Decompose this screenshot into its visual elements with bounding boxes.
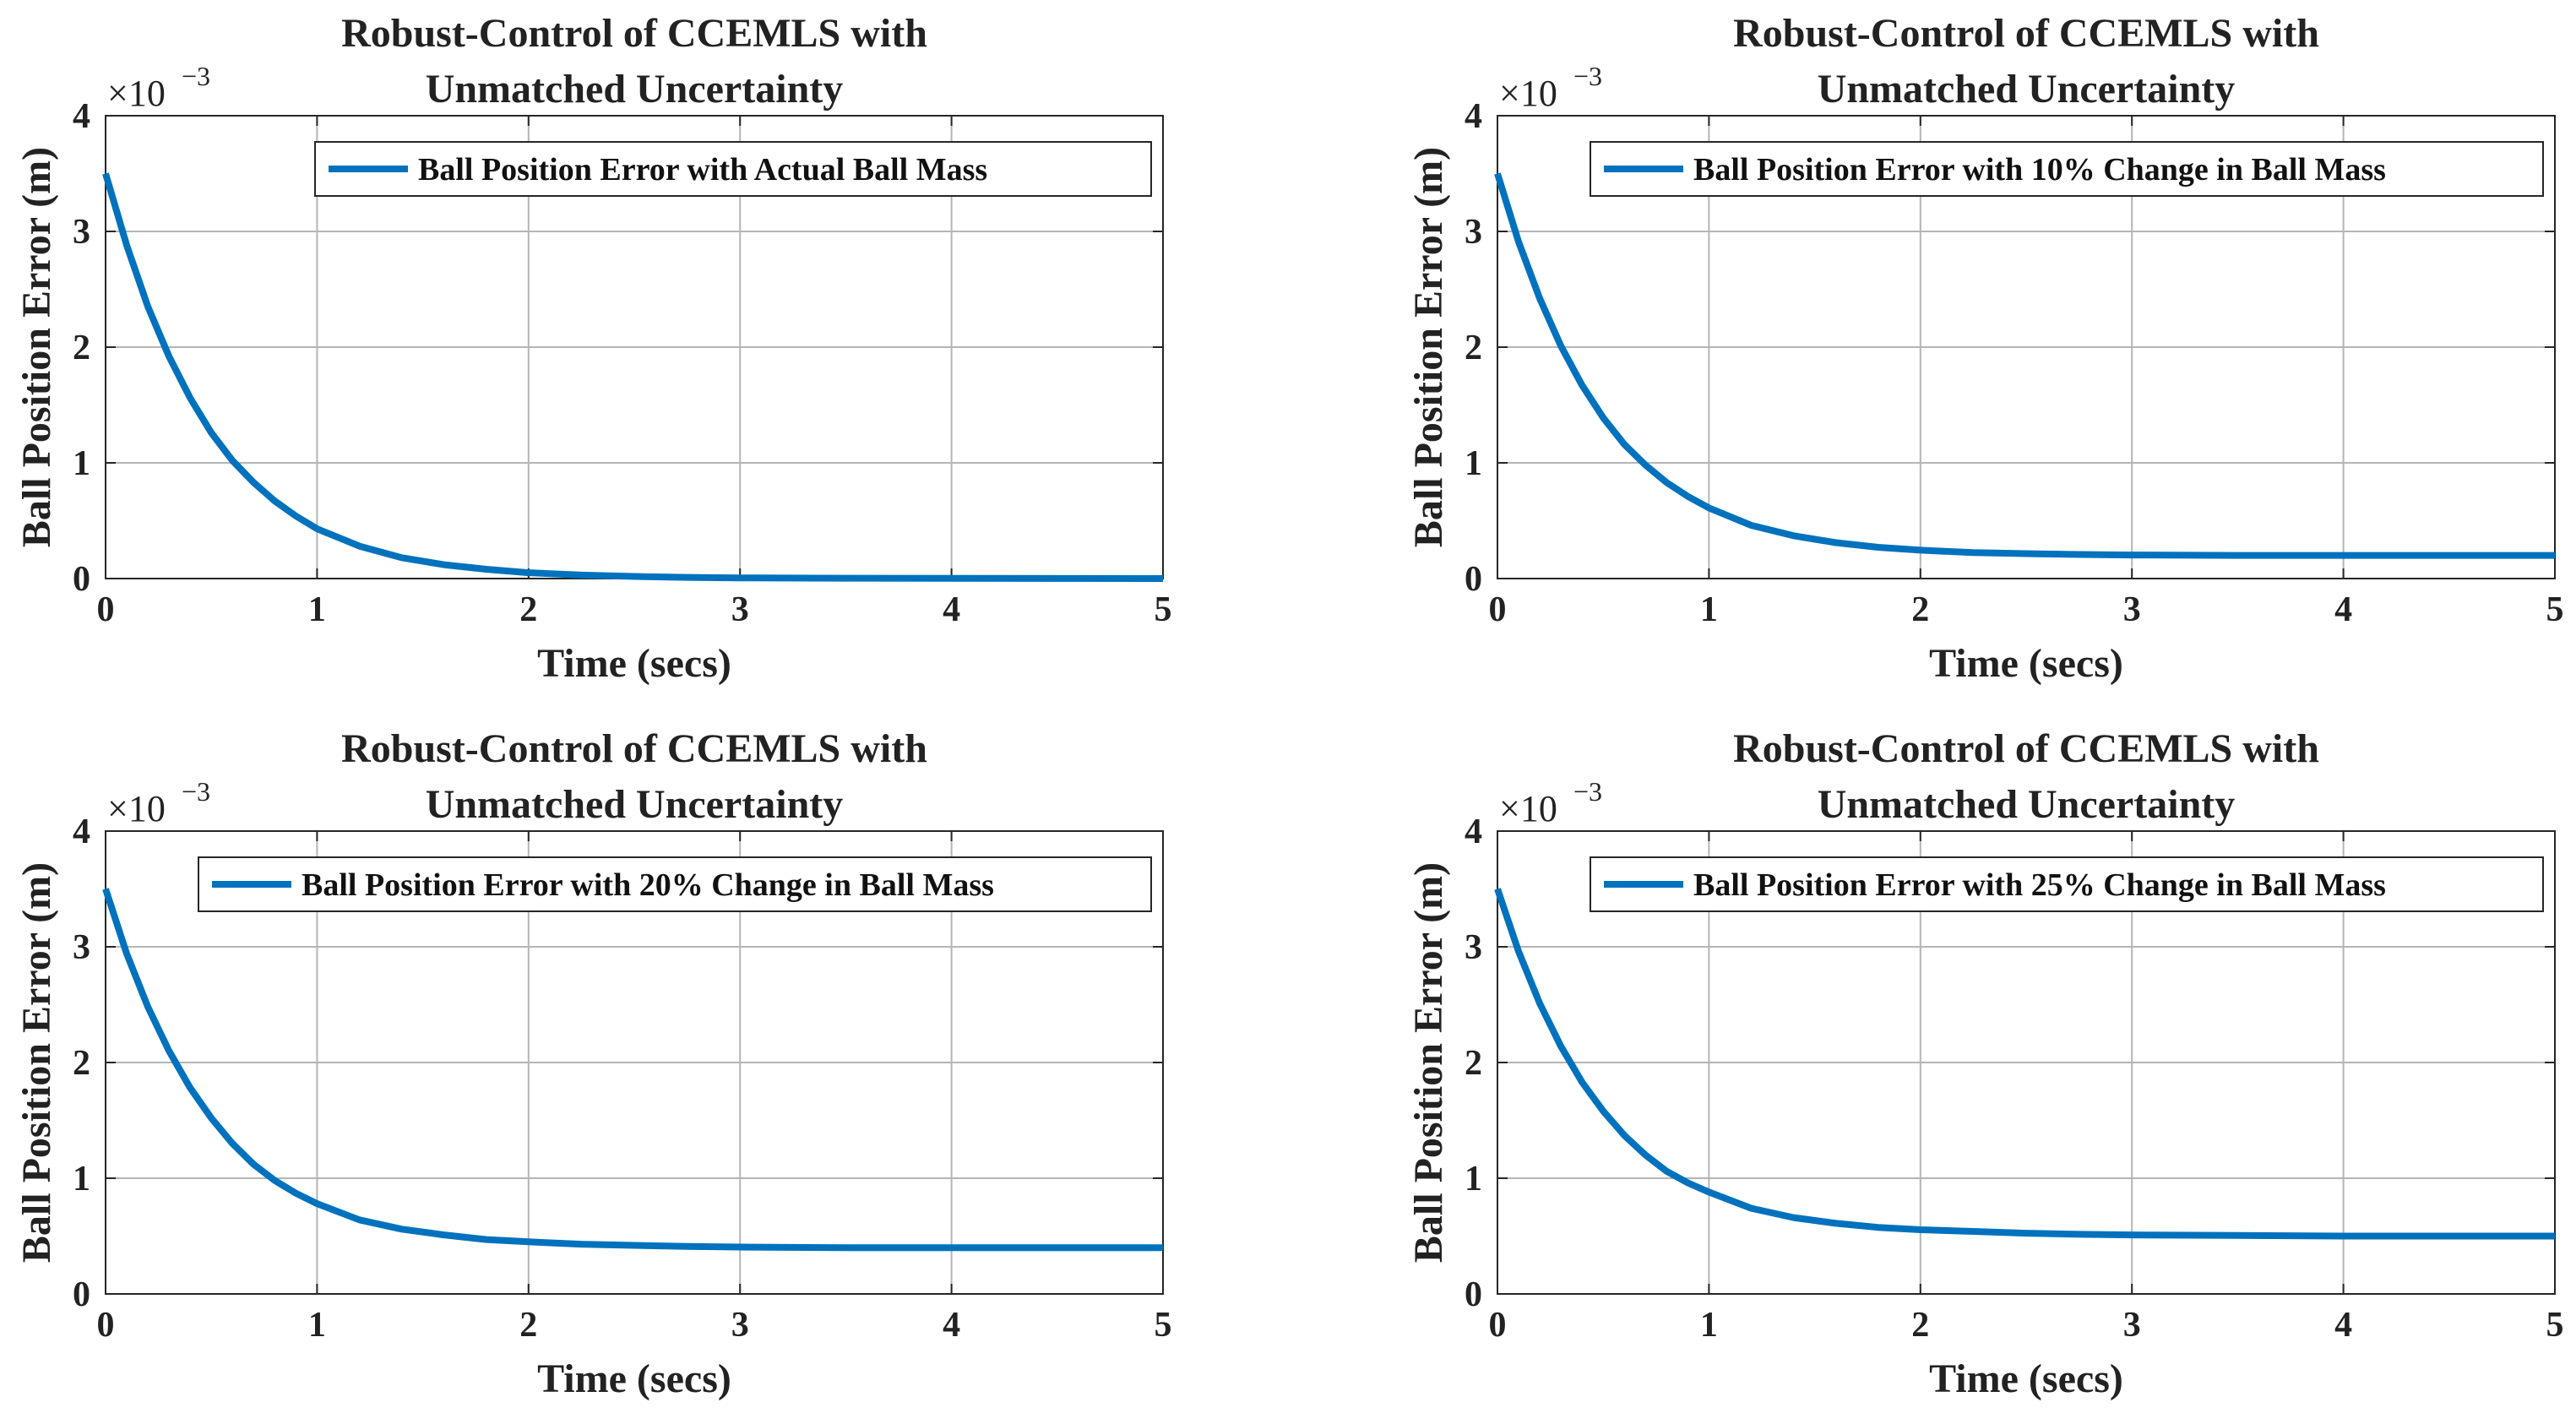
x-tick-label: 1 [1700,1306,1718,1345]
chart-panel-4: 0 1 2 3 4 5 0 1 2 3 4 ×10 −3 Robust-Control of CCEMLS… [1406,726,2564,1401]
legend-entry: Ball Position Error with 20% Change in B… [302,867,994,903]
x-tick-label: 0 [1489,590,1507,629]
x-tick-label: 5 [2546,590,2564,629]
x-tick-label: 0 [1489,1306,1507,1345]
x-axis-label: Time (secs) [537,641,731,686]
chart-title-line-1: Robust-Control of CCEMLS with [1733,11,2319,56]
series-line-1 [102,888,1163,1252]
x-tick-label: 5 [2546,1306,2564,1345]
y-tick-label: 2 [1465,329,1482,367]
x-axis-label: Time (secs) [1929,1356,2123,1401]
chart-panel-2: 0 1 2 3 4 5 0 1 2 3 4 ×10 −3 Robust-Control of CCEMLS… [1406,11,2564,686]
x-axis-label: Time (secs) [1929,641,2123,686]
x-tick-label: 4 [2334,1306,2352,1345]
x-tick-label: 2 [519,1306,537,1345]
chart-title-line-2: Unmatched Uncertainty [426,67,844,111]
y-tick-label: 4 [73,97,90,136]
y-axis-exponent-power: −3 [182,776,210,807]
y-tick-label: 3 [1465,213,1482,252]
x-tick-label: 0 [97,590,115,629]
chart-panel-3: 0 1 2 3 4 5 0 1 2 3 4 ×10 −3 Robust-Control of CCEMLS… [14,726,1172,1401]
x-tick-label: 3 [2123,590,2141,629]
y-axis-exponent-base: ×10 [107,73,166,114]
y-tick-label: 3 [1465,928,1482,967]
x-tick-label: 4 [2334,590,2352,629]
y-tick-label: 0 [1465,560,1482,599]
chart-title-line-1: Robust-Control of CCEMLS with [341,726,927,771]
y-axis-label: Ball Position Error (m) [1406,147,1451,547]
legend: Ball Position Error with 10% Change in B… [1590,141,2544,197]
y-axis-exponent-power: −3 [182,61,210,91]
chart-title-line-1: Robust-Control of CCEMLS with [1733,726,2319,771]
legend: Ball Position Error with 25% Change in B… [1590,856,2544,912]
y-axis-exponent-base: ×10 [1499,788,1557,829]
x-tick-label: 1 [1700,590,1718,629]
y-tick-label: 4 [73,813,90,851]
legend-entry: Ball Position Error with 10% Change in B… [1693,152,2386,188]
y-tick-label: 4 [1465,813,1482,851]
series-line-1 [102,172,1164,582]
x-tick-label: 4 [943,590,960,629]
chart-title-line-2: Unmatched Uncertainty [1818,782,2236,827]
legend-entry: Ball Position Error with Actual Ball Mas… [418,152,987,188]
legend-box [1590,141,2544,197]
x-tick-label: 0 [97,1306,115,1345]
y-tick-label: 0 [73,1275,90,1314]
x-tick-label: 1 [308,590,326,629]
chart-title-line-1: Robust-Control of CCEMLS with [341,11,927,56]
x-tick-label: 5 [1155,590,1172,629]
y-tick-label: 1 [1465,1160,1482,1198]
chart-title-line-2: Unmatched Uncertainty [426,782,844,827]
y-tick-label: 3 [73,928,90,967]
x-tick-label: 5 [1155,1306,1172,1345]
y-tick-label: 3 [73,213,90,252]
x-tick-label: 2 [1911,590,1929,629]
y-tick-label: 1 [1465,444,1482,483]
y-tick-label: 1 [73,444,90,483]
x-tick-label: 4 [943,1306,960,1345]
x-tick-label: 3 [2123,1306,2141,1345]
series-line-1 [1494,888,2555,1240]
y-tick-label: 0 [73,560,90,599]
legend-entry: Ball Position Error with 25% Change in B… [1693,867,2386,903]
y-tick-label: 2 [73,329,90,367]
x-tick-label: 1 [308,1306,326,1345]
chart-panel-1: 0 1 2 3 4 5 0 1 2 3 4 ×10 −3 Robust-Control of CCEMLS… [14,11,1172,686]
legend-box [198,856,1152,912]
y-axis-label: Ball Position Error (m) [14,147,59,547]
x-tick-label: 2 [519,590,537,629]
legend: Ball Position Error with 20% Change in B… [198,856,1152,912]
y-tick-label: 2 [1465,1044,1482,1083]
legend-box [314,141,1152,197]
chart-title-line-2: Unmatched Uncertainty [1818,67,2236,111]
y-axis-exponent-base: ×10 [1499,73,1557,114]
y-tick-label: 0 [1465,1275,1482,1314]
x-tick-label: 2 [1911,1306,1929,1345]
series-line-1 [1494,172,2555,559]
x-tick-label: 3 [731,1306,749,1345]
y-tick-label: 4 [1465,97,1482,136]
y-axis-label: Ball Position Error (m) [1406,862,1451,1263]
x-tick-label: 3 [731,590,749,629]
legend-box [1590,856,2544,912]
x-axis-label: Time (secs) [537,1356,731,1401]
y-axis-exponent-power: −3 [1573,776,1602,807]
y-axis-exponent-base: ×10 [107,788,166,829]
y-tick-label: 1 [73,1160,90,1198]
legend: Ball Position Error with Actual Ball Mas… [314,141,1152,197]
y-axis-exponent-power: −3 [1573,61,1602,91]
y-axis-label: Ball Position Error (m) [14,862,59,1263]
y-tick-label: 2 [73,1044,90,1083]
